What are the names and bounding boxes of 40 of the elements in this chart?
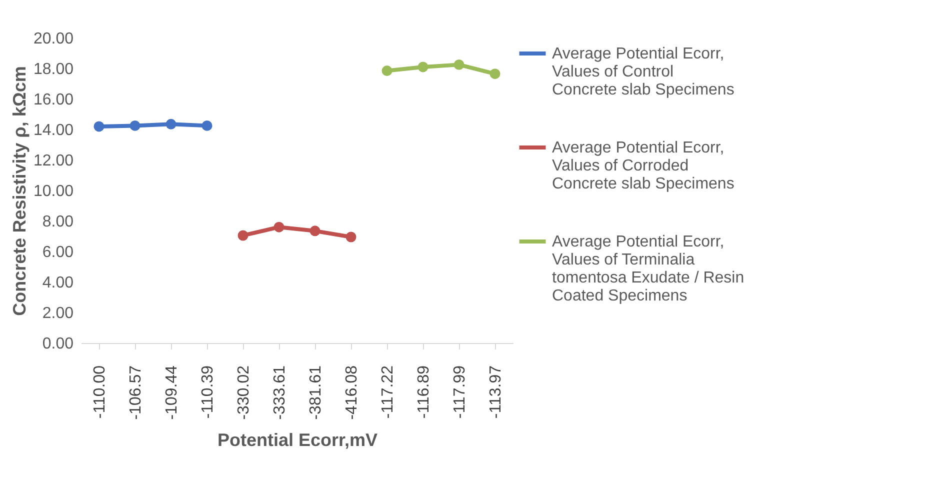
point <box>382 66 392 76</box>
point <box>94 121 104 132</box>
x-tick-label: -110.00 <box>92 365 108 419</box>
y-tick-label: 4.00 <box>42 274 74 292</box>
y-tick-label: 10.00 <box>33 183 74 200</box>
x-tick-label: -116.89 <box>416 365 432 419</box>
point <box>346 232 356 242</box>
point <box>454 59 464 70</box>
x-tick-label: -381.61 <box>308 365 324 420</box>
legend-label: Average Potential Ecorr, Values of Control Concrete slab Specimens <box>552 46 734 98</box>
point <box>130 120 140 131</box>
legend-label: Average Potential Ecorr, Values of Corroded Concrete slab Specimens <box>552 140 734 192</box>
y-tick-label: 16.00 <box>33 92 74 108</box>
y-tick-label: 8.00 <box>42 214 74 230</box>
point <box>310 226 320 236</box>
x-axis-title: Potential Ecorr,mV <box>217 430 378 450</box>
y-tick-label: 2.00 <box>42 305 74 322</box>
point <box>238 230 248 241</box>
point <box>166 118 176 130</box>
x-tick-label: -106.57 <box>128 365 144 420</box>
x-tick-label: -333.61 <box>272 365 288 420</box>
point <box>202 120 212 131</box>
y-tick-label: 12.00 <box>33 152 74 170</box>
x-tick-label: -117.22 <box>380 365 396 419</box>
x-tick-label: -109.44 <box>164 365 180 420</box>
point <box>418 62 428 72</box>
legend-label: Average Potential Ecorr, Values of Terminalia tomentosa Exudate / Resin Coated Specimens <box>552 234 744 304</box>
y-tick-label: 0.00 <box>42 336 74 352</box>
y-tick-label: 6.00 <box>42 244 74 261</box>
y-tick-label: 14.00 <box>33 122 74 139</box>
x-tick-label: -110.39 <box>200 365 216 419</box>
x-tick-label: -117.99 <box>452 365 468 419</box>
x-tick-label: -113.97 <box>488 365 504 419</box>
y-tick-label: 18.00 <box>33 61 74 78</box>
point <box>274 222 284 232</box>
y-tick-label: 20.00 <box>33 30 74 48</box>
y-axis-title: Concrete Resistivity ρ, kΩcm <box>9 66 30 316</box>
x-tick-label: -416.08 <box>344 365 360 420</box>
point <box>490 68 500 80</box>
x-tick-label: -330.02 <box>236 365 252 420</box>
